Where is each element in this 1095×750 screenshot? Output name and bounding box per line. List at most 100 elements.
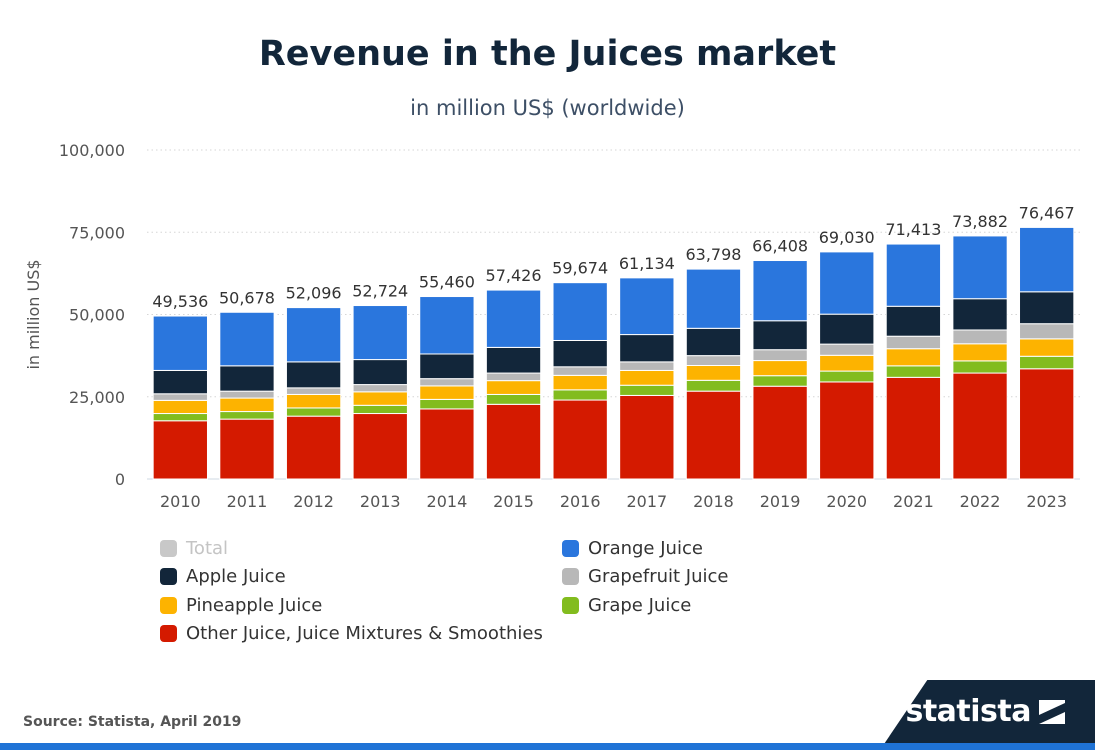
- x-tick-label: 2013: [360, 492, 401, 511]
- legend-swatch-grapefruit-juice: [562, 568, 579, 585]
- total-label: 71,413: [885, 220, 941, 239]
- total-label: 76,467: [1019, 203, 1075, 222]
- bar-segment: [952, 329, 1008, 345]
- total-label: 50,678: [219, 288, 275, 307]
- x-tick-label: 2017: [626, 492, 667, 511]
- x-tick-label: 2021: [893, 492, 934, 511]
- bar-segment: [152, 420, 208, 480]
- y-tick-label: 0: [115, 470, 125, 489]
- stacked-bar-chart: 0 25,000 50,000 75,000 100,000 in million US$…: [24, 141, 1080, 511]
- x-tick-label: 2012: [293, 492, 334, 511]
- bar-segment: [685, 355, 742, 366]
- bar-segment: [952, 298, 1008, 331]
- logo-text: statista: [905, 694, 1031, 729]
- legend-item-pineapple-juice[interactable]: Pineapple Juice: [160, 595, 322, 616]
- bar-segment: [1019, 323, 1075, 340]
- legend-label-orange-juice: Orange Juice: [588, 538, 703, 559]
- x-tick-label: 2023: [1026, 492, 1067, 511]
- legend-item-grape-juice[interactable]: Grape Juice: [562, 595, 691, 616]
- bar-segment: [352, 384, 408, 393]
- bar-segment: [219, 390, 275, 399]
- bar-segment: [885, 365, 942, 378]
- legend-label-other-juice: Other Juice, Juice Mixtures & Smoothies: [186, 623, 543, 644]
- statista-logo[interactable]: statista: [880, 680, 1095, 750]
- bar-segment: [619, 394, 675, 480]
- bar-segment: [352, 391, 408, 406]
- bar-segment: [419, 378, 475, 387]
- total-label: 57,426: [486, 266, 542, 285]
- bar-segment: [285, 415, 342, 480]
- legend-item-other-juice[interactable]: Other Juice, Juice Mixtures & Smoothies: [160, 623, 543, 644]
- bar-segment: [485, 346, 542, 374]
- bar-segment: [819, 313, 875, 345]
- x-tick-label: 2014: [427, 492, 468, 511]
- bar-segment: [752, 260, 808, 322]
- bar-segment: [819, 381, 875, 480]
- bar-segment: [552, 389, 608, 401]
- legend-label-apple-juice: Apple Juice: [186, 566, 286, 587]
- bar-segment: [685, 379, 742, 392]
- x-tick-label: 2010: [160, 492, 201, 511]
- y-tick-label: 75,000: [69, 223, 125, 242]
- bar-segment: [819, 251, 875, 315]
- bar-segment: [685, 268, 742, 329]
- legend-swatch-grape-juice: [562, 597, 579, 614]
- total-label: 73,882: [952, 212, 1008, 231]
- bar-segment: [752, 360, 808, 377]
- bar-segment: [885, 335, 942, 350]
- total-label: 52,096: [286, 284, 342, 303]
- chart-title: Revenue in the Juices market: [258, 34, 837, 74]
- legend-swatch-other-juice: [160, 625, 177, 642]
- bar-segment: [485, 289, 542, 348]
- legend-item-grapefruit-juice[interactable]: Grapefruit Juice: [562, 566, 729, 587]
- bar-segment: [152, 315, 208, 371]
- bar-segment: [485, 372, 542, 382]
- bar-segment: [352, 359, 408, 386]
- bar-segment: [352, 413, 408, 480]
- bar-segment: [1019, 338, 1075, 357]
- bar-segment: [219, 418, 275, 480]
- bar-segment: [285, 387, 342, 395]
- bar-segment: [685, 327, 742, 357]
- bar-segment: [285, 307, 342, 363]
- total-label: 49,536: [152, 292, 208, 311]
- bar-segment: [419, 296, 475, 355]
- bar-segment: [952, 235, 1008, 300]
- bar-segment: [885, 305, 942, 337]
- bar-segment: [1019, 291, 1075, 325]
- chart-subtitle: in million US$ (worldwide): [410, 96, 685, 120]
- bar-segment: [952, 343, 1008, 362]
- legend-item-apple-juice[interactable]: Apple Juice: [160, 566, 286, 587]
- legend-item-orange-juice[interactable]: Orange Juice: [562, 538, 703, 559]
- bar-segment: [552, 374, 608, 391]
- bar-segment: [285, 407, 342, 417]
- bar-segment: [952, 372, 1008, 480]
- total-label: 55,460: [419, 273, 475, 292]
- legend-label-grapefruit-juice: Grapefruit Juice: [588, 566, 729, 587]
- legend: Total Orange Juice Apple Juice Grapefrui…: [160, 538, 880, 654]
- bar-segment: [619, 277, 675, 336]
- bar-segment: [152, 369, 208, 395]
- y-axis-title: in million US$: [24, 259, 43, 369]
- bar-segment: [285, 393, 342, 409]
- bar-segment: [419, 398, 475, 410]
- x-tick-label: 2011: [227, 492, 268, 511]
- bar-segment: [885, 243, 942, 307]
- bar-segment: [885, 376, 942, 480]
- bar-segment: [552, 366, 608, 376]
- x-tick-label: 2019: [760, 492, 801, 511]
- legend-label-grape-juice: Grape Juice: [588, 595, 692, 616]
- bar-segment: [752, 320, 808, 351]
- bar-segment: [219, 397, 275, 413]
- bar-segment: [152, 393, 208, 401]
- statista-mark-icon: [1039, 700, 1065, 724]
- bar-segment: [285, 361, 342, 389]
- bar-segment: [552, 399, 608, 480]
- legend-item-total[interactable]: Total: [160, 538, 228, 559]
- bar-segment: [952, 360, 1008, 374]
- bar-segment: [152, 399, 208, 415]
- legend-label-total: Total: [186, 538, 229, 559]
- legend-swatch-orange-juice: [562, 540, 579, 557]
- bar-segment: [752, 385, 808, 480]
- x-tick-label: 2020: [826, 492, 867, 511]
